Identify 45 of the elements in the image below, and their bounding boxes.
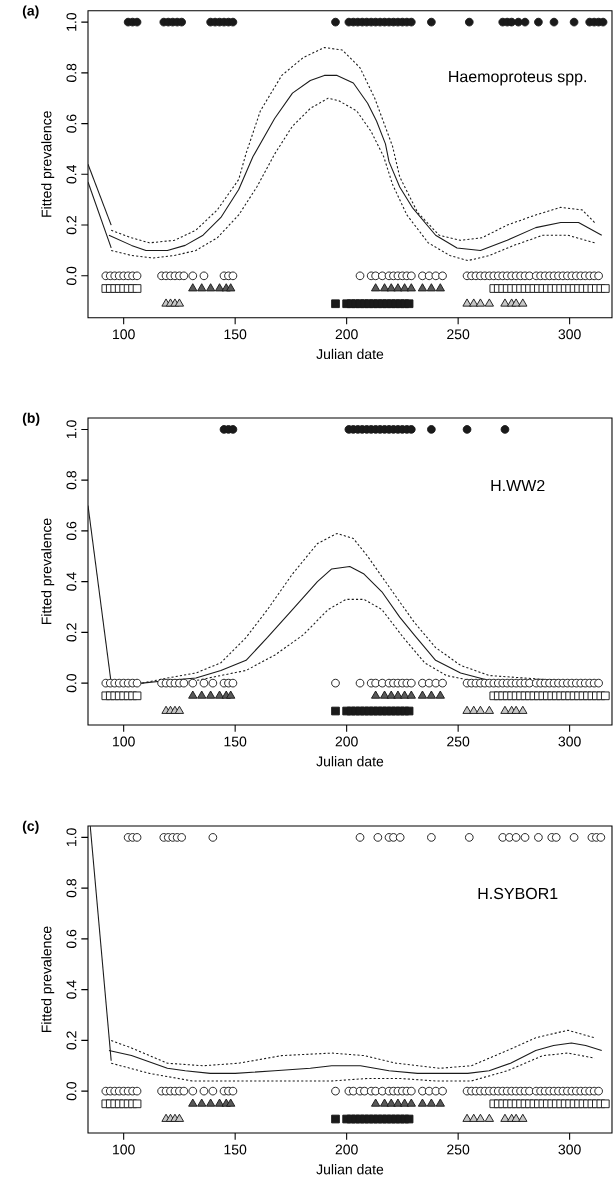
y-tick-label: 0.4 — [66, 165, 77, 184]
y-tick-label: 0.6 — [66, 929, 77, 949]
y-axis-title: Fitted prevalence — [41, 926, 55, 1033]
x-tick-label: 100 — [113, 736, 135, 747]
y-tick-label: 1.0 — [66, 12, 77, 31]
x-tick-label: 150 — [224, 1144, 247, 1155]
x-tick-label: 250 — [447, 329, 470, 340]
x-tick-label: 100 — [113, 1144, 135, 1155]
y-tick-label: 0.4 — [66, 980, 77, 999]
annotation: H.WW2 — [491, 479, 545, 492]
y-tick-label: 0.2 — [66, 623, 77, 642]
y-tick-label: 0.0 — [66, 266, 77, 286]
y-tick-label: 0.8 — [66, 471, 77, 490]
x-tick-label: 250 — [447, 736, 470, 747]
x-tick-label: 200 — [335, 736, 358, 747]
chart-title: (a) — [22, 5, 39, 19]
y-tick-label: 0.8 — [66, 879, 77, 898]
annotation: H.SYBOR1 — [478, 887, 558, 900]
x-tick-label: 200 — [335, 329, 358, 340]
x-axis-title: Julian date — [316, 348, 384, 360]
y-tick-label: 0.2 — [66, 216, 77, 235]
y-tick-label: 0.2 — [66, 1031, 77, 1050]
x-axis-title: Julian date — [316, 1164, 384, 1175]
annotation: Haemoproteus spp. — [449, 71, 586, 86]
y-tick-label: 0.6 — [66, 114, 77, 133]
y-tick-label: 1.0 — [66, 828, 77, 847]
x-tick-label: 150 — [224, 329, 247, 340]
y-tick-label: 0.6 — [66, 521, 77, 541]
y-tick-label: 0.0 — [66, 673, 77, 693]
x-tick-label: 300 — [558, 329, 581, 340]
x-tick-label: 200 — [335, 1144, 358, 1155]
x-tick-label: 300 — [558, 1144, 581, 1155]
y-axis-title: Fitted prevalence — [41, 111, 55, 217]
y-tick-label: 1.0 — [66, 420, 77, 439]
x-tick-label: 100 — [113, 329, 135, 340]
chart-title: (c) — [22, 820, 39, 834]
x-tick-label: 250 — [447, 1144, 470, 1155]
y-axis-title: Fitted prevalence — [41, 518, 55, 625]
x-tick-label: 300 — [558, 736, 581, 747]
x-axis-title: Julian date — [316, 756, 384, 767]
y-tick-label: 0.8 — [66, 63, 77, 83]
x-tick-label: 150 — [224, 736, 247, 747]
chart-title: (b) — [22, 412, 40, 426]
y-tick-label: 0.4 — [66, 572, 77, 591]
y-tick-label: 0.0 — [66, 1081, 77, 1101]
